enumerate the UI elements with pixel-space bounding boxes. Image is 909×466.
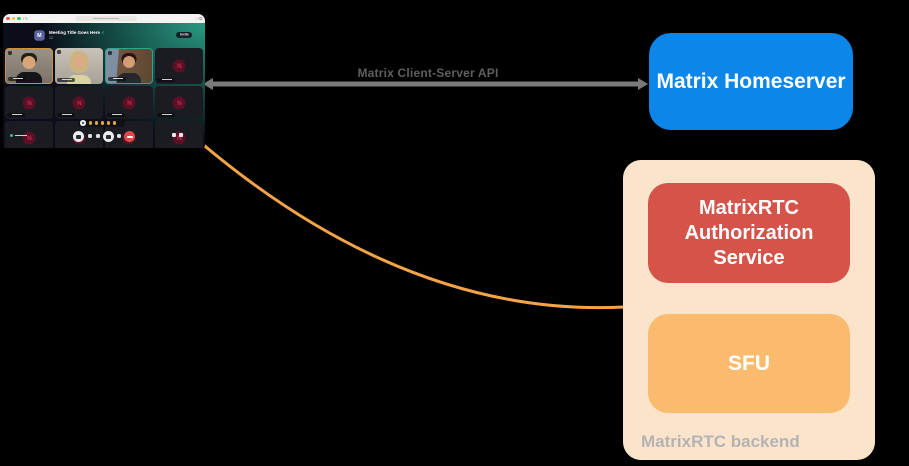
more-options-icon[interactable] [117, 134, 121, 138]
participant-nameplate [107, 112, 125, 117]
mic-status-icon [107, 50, 112, 55]
video-tile-avatar[interactable]: N [5, 121, 53, 148]
avatar-letter: N [126, 98, 132, 107]
emoji-reaction-icon[interactable] [94, 121, 99, 125]
tile-corner-icons [172, 133, 186, 137]
video-tile-avatar[interactable]: N [105, 86, 153, 119]
participant-nameplate [7, 147, 25, 148]
video-tile-avatar[interactable]: N [155, 48, 203, 84]
matrix-homeserver-box: Matrix Homeserver [649, 33, 853, 130]
sfu-box: SFU [648, 314, 850, 413]
avatar-letter: N [176, 98, 182, 107]
participant-nameplate [57, 112, 75, 117]
participant-nameplate [157, 112, 175, 117]
raise-hand-icon[interactable] [80, 120, 86, 126]
meeting-title-text: Meeting Title Goes Here [49, 29, 100, 35]
participant-face [73, 55, 85, 68]
letter-avatar: N [122, 96, 136, 109]
letter-avatar: N [172, 96, 186, 109]
reload-icon[interactable]: ↻ [24, 16, 29, 21]
video-tile-avatar[interactable]: N [155, 86, 203, 119]
client-server-api-label: Matrix Client-Server API [357, 66, 499, 80]
camera-button[interactable] [73, 131, 84, 142]
mic-status-icon [56, 49, 61, 54]
participant-face [22, 56, 36, 69]
minimize-window-icon[interactable] [11, 16, 15, 21]
settings-icon[interactable] [179, 133, 183, 137]
browser-chrome: ‹ › ↻ ↓ + ⧉ [3, 14, 205, 23]
forward-icon[interactable]: › [22, 16, 25, 21]
live-dot-icon [10, 134, 13, 137]
matrixrtc-backend-label: MatrixRTC backend [641, 432, 800, 451]
rtc-backend-curve [198, 140, 626, 310]
matrixrtc-authorization-service-label: MatrixRTC Authorization Service [684, 196, 814, 269]
avatar-letter: N [26, 133, 32, 142]
hangup-button[interactable] [124, 131, 135, 142]
participant-nameplate [157, 77, 175, 82]
address-bar[interactable] [75, 15, 137, 22]
sfu-label: SFU [728, 351, 770, 375]
participant-count: 12 [49, 35, 54, 40]
matrixrtc-authorization-service-box: MatrixRTC Authorization Service [648, 183, 850, 283]
participant-nameplate [7, 112, 25, 117]
emoji-reaction-icon[interactable] [88, 121, 93, 125]
close-window-icon[interactable] [6, 16, 10, 21]
layout-icon[interactable] [172, 133, 176, 137]
video-tile-person[interactable] [55, 48, 103, 84]
participant-face [123, 56, 135, 68]
tab-overview-icon[interactable]: ⧉ [199, 15, 203, 21]
participant-body [16, 72, 42, 83]
participant-nameplate [57, 147, 75, 148]
room-avatar-letter: M [37, 32, 42, 39]
participant-body [67, 75, 91, 84]
emoji-reaction-icon[interactable] [112, 121, 116, 125]
invite-button[interactable]: Invite [176, 31, 192, 38]
letter-avatar: N [72, 96, 86, 109]
avatar-letter: N [176, 62, 182, 70]
maximize-window-icon[interactable] [17, 16, 21, 21]
participant-nameplate [57, 77, 75, 82]
mic-chevron-icon[interactable] [96, 134, 100, 138]
meeting-title: Meeting Title Goes Here ✓ [49, 30, 105, 35]
letter-avatar: N [22, 96, 36, 109]
camera-chevron-icon[interactable] [88, 134, 92, 138]
avatar-letter: N [26, 98, 32, 107]
back-icon[interactable]: ‹ [22, 16, 24, 21]
new-tab-icon[interactable]: + [196, 16, 200, 21]
participant-nameplate [8, 76, 26, 81]
video-tile-person[interactable] [5, 48, 53, 84]
video-tile-person[interactable] [105, 48, 153, 84]
verified-icon: ✓ [101, 29, 105, 35]
participant-nameplate [157, 147, 175, 148]
participant-nameplate [108, 76, 126, 81]
reaction-bar[interactable] [78, 119, 125, 127]
room-avatar: M [34, 30, 45, 41]
matrix-homeserver-label: Matrix Homeserver [656, 69, 846, 93]
emoji-reaction-icon[interactable] [100, 121, 105, 125]
screenshare-indicator [10, 134, 27, 137]
download-icon[interactable]: ↓ [194, 16, 197, 21]
letter-avatar: N [172, 59, 186, 73]
invite-button-label: Invite [179, 32, 189, 37]
letter-avatar: N [22, 131, 36, 144]
participant-nameplate [107, 147, 125, 148]
avatar-letter: N [76, 98, 82, 107]
video-tile-avatar[interactable]: N [55, 86, 103, 119]
element-call-screenshot: ‹ › ↻ ↓ + ⧉ M Meeting Title Goes Here ✓ … [3, 14, 205, 148]
call-app-view: M Meeting Title Goes Here ✓ 12 Invite N N… [3, 23, 205, 148]
mic-status-icon [7, 50, 12, 55]
microphone-button[interactable] [103, 131, 114, 142]
avatar-letter: N [176, 133, 182, 142]
participant-body [117, 73, 141, 83]
video-tile-avatar[interactable]: N [5, 86, 53, 119]
emoji-reaction-icon[interactable] [106, 121, 110, 125]
matrixrtc-backend-container: MatrixRTC Authorization Service SFU Matr… [623, 160, 875, 460]
